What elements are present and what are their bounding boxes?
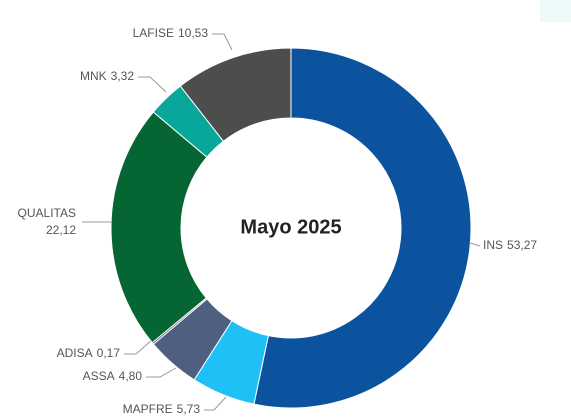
slice-label-name: LAFISE (133, 26, 174, 40)
slice-label: LAFISE 10,53 (133, 26, 209, 40)
slice-label-name: INS (483, 238, 503, 252)
slice-label-name: MAPFRE (123, 402, 173, 416)
slice-label-value: 4,80 (119, 369, 143, 383)
leader-line (204, 396, 227, 411)
slice-label: MAPFRE 5,73 (123, 402, 201, 416)
slice-label-value: 10,53 (178, 26, 208, 40)
corner-decoration (540, 0, 571, 22)
leader-line (469, 242, 481, 247)
leader-line (138, 76, 167, 93)
slice-label: MNK 3,32 (80, 69, 134, 83)
slice-label-name: MNK (80, 69, 107, 83)
leader-line (124, 338, 154, 355)
slice-label-value: 0,17 (97, 346, 121, 360)
slice-label-name: ASSA (83, 369, 115, 383)
donut-slice (110, 111, 208, 344)
donut-slice (179, 47, 292, 142)
slice-label-value: 53,27 (507, 238, 537, 252)
slice-label-name: QUALITAS (18, 206, 76, 220)
slice-label-value: 5,73 (177, 402, 201, 416)
slice-label-name: ADISA (57, 346, 93, 360)
slice-label: INS 53,27 (483, 238, 537, 252)
donut-slice (253, 47, 472, 409)
chart-title: Mayo 2025 (240, 216, 341, 238)
leader-line (212, 33, 233, 51)
slice-label: ASSA 4,80 (83, 369, 143, 383)
slice-label: ADISA 0,17 (57, 346, 121, 360)
slice-label-value: 3,32 (111, 69, 135, 83)
leader-line (146, 367, 177, 378)
slice-label-value: 22,12 (46, 223, 76, 237)
